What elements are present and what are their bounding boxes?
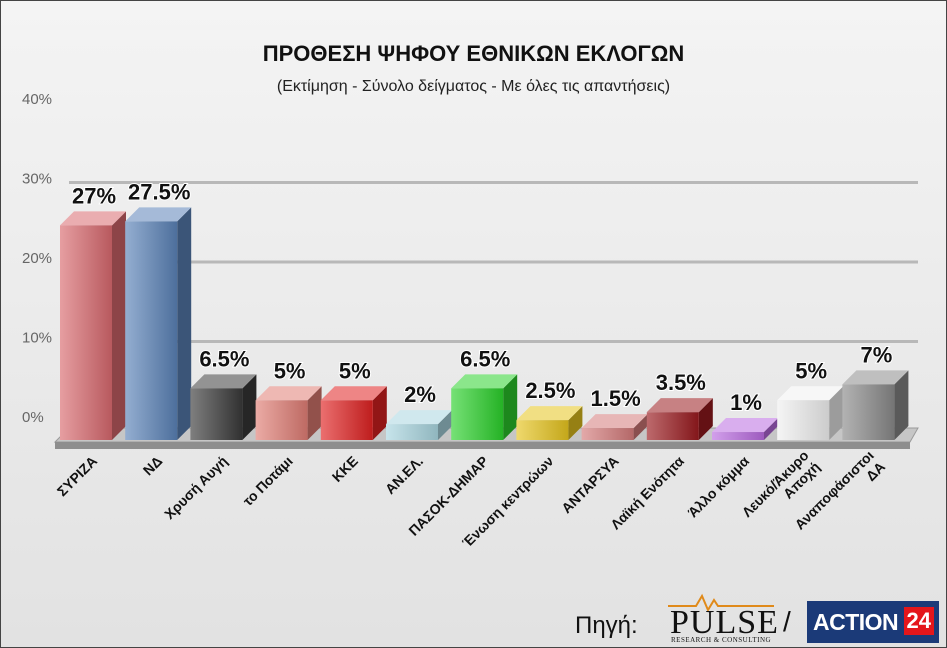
bar-side (307, 386, 322, 440)
data-label: 5% (339, 358, 371, 383)
y-tick-label: 30% (22, 171, 52, 188)
data-label: 6.5% (460, 346, 510, 371)
data-label: 7% (861, 342, 893, 367)
bar-top (451, 374, 518, 389)
bar-side (633, 414, 648, 440)
action24-logo-number: 24 (903, 607, 934, 635)
bar-side (438, 410, 452, 440)
bar-front (712, 432, 764, 440)
bar-top (712, 418, 778, 433)
bar-front (125, 221, 178, 440)
action24-logo: ACTION 24 (807, 601, 939, 643)
bar-top (190, 374, 257, 389)
bar-front (451, 388, 504, 440)
bar-top (320, 386, 387, 401)
bar-4 (320, 386, 387, 440)
bar-front (386, 424, 438, 440)
x-tick-label: το Ποτάμι (240, 453, 296, 509)
bar-1 (125, 207, 192, 440)
chart-floor-edge (55, 442, 910, 449)
bar-front (581, 428, 634, 440)
data-label: 1.5% (591, 386, 641, 411)
x-tick-label: ΣΥΡΙΖΑ (54, 453, 100, 499)
data-label: 2% (404, 382, 436, 407)
pulse-logo: PULSE RESEARCH & CONSULTING (666, 592, 779, 644)
bar-front (190, 388, 243, 440)
data-label: 27.5% (128, 179, 190, 204)
y-tick-label: 20% (22, 250, 52, 267)
bar-top (777, 386, 844, 401)
bar-11 (777, 386, 844, 440)
bar-top (581, 414, 648, 429)
bar-side (894, 370, 909, 440)
bar-side (372, 386, 387, 440)
bar-side (503, 374, 518, 440)
bar-2 (190, 374, 257, 440)
bar-3 (255, 386, 322, 440)
bar-side (112, 211, 126, 440)
bar-side (568, 406, 583, 440)
y-tick-label: 0% (22, 409, 44, 426)
action24-logo-word: ACTION (813, 609, 899, 635)
bar-0 (60, 211, 126, 440)
x-tick-label: ΑΝ.ΕΛ. (382, 453, 426, 497)
bar-top (125, 207, 192, 222)
bar-7 (516, 406, 583, 440)
data-label: 2.5% (525, 378, 575, 403)
bar-front (516, 420, 569, 440)
pulse-logo-word: PULSE (670, 604, 779, 641)
bar-10 (712, 418, 778, 440)
y-tick-label: 40% (22, 91, 52, 108)
source-separator: / (783, 606, 791, 637)
data-label: 1% (730, 390, 762, 415)
bar-top (60, 211, 126, 226)
pulse-wave-icon (668, 593, 774, 612)
data-label: 5% (795, 358, 827, 383)
bar-top (386, 410, 452, 425)
x-tick-label: ΚΚΕ (329, 453, 361, 485)
bar-5 (386, 410, 452, 440)
y-tick-label: 10% (22, 330, 52, 347)
bar-side (242, 374, 257, 440)
bar-side (698, 398, 713, 440)
chart-title: ΠΡΟΘΕΣΗ ΨΗΦΟΥ ΕΘΝΙΚΩΝ ΕΚΛΟΓΩΝ (262, 41, 685, 66)
x-tick-label: Χρυσή Αυγή (161, 453, 230, 522)
x-tick-label: ΑΝΤΑΡΣΥΑ (558, 453, 621, 516)
data-label: 3.5% (656, 370, 706, 395)
x-tick-label: ΝΔ (140, 453, 166, 479)
bar-side (177, 207, 192, 440)
bar-side (764, 418, 778, 440)
data-label: 6.5% (199, 346, 249, 371)
bar-12 (842, 370, 909, 440)
bar-front (255, 400, 308, 440)
chart-subtitle: (Εκτίμηση - Σύνολο δείγματος - Με όλες τ… (276, 78, 671, 95)
bar-top (842, 370, 909, 385)
bar-front (842, 384, 895, 440)
bar-front (60, 225, 112, 440)
bar-8 (581, 414, 648, 440)
data-label: 27% (72, 183, 116, 208)
bar-side (829, 386, 844, 440)
data-label: 5% (274, 358, 306, 383)
source-label: Πηγή: (575, 612, 638, 639)
bar-6 (451, 374, 518, 440)
bar-top (646, 398, 713, 413)
bar-top (255, 386, 322, 401)
bar-9 (646, 398, 713, 440)
pulse-logo-sub: RESEARCH & CONSULTING (671, 636, 772, 644)
bar-front (320, 400, 373, 440)
bar-front (646, 412, 699, 440)
bar-top (516, 406, 583, 421)
bar-front (777, 400, 830, 440)
